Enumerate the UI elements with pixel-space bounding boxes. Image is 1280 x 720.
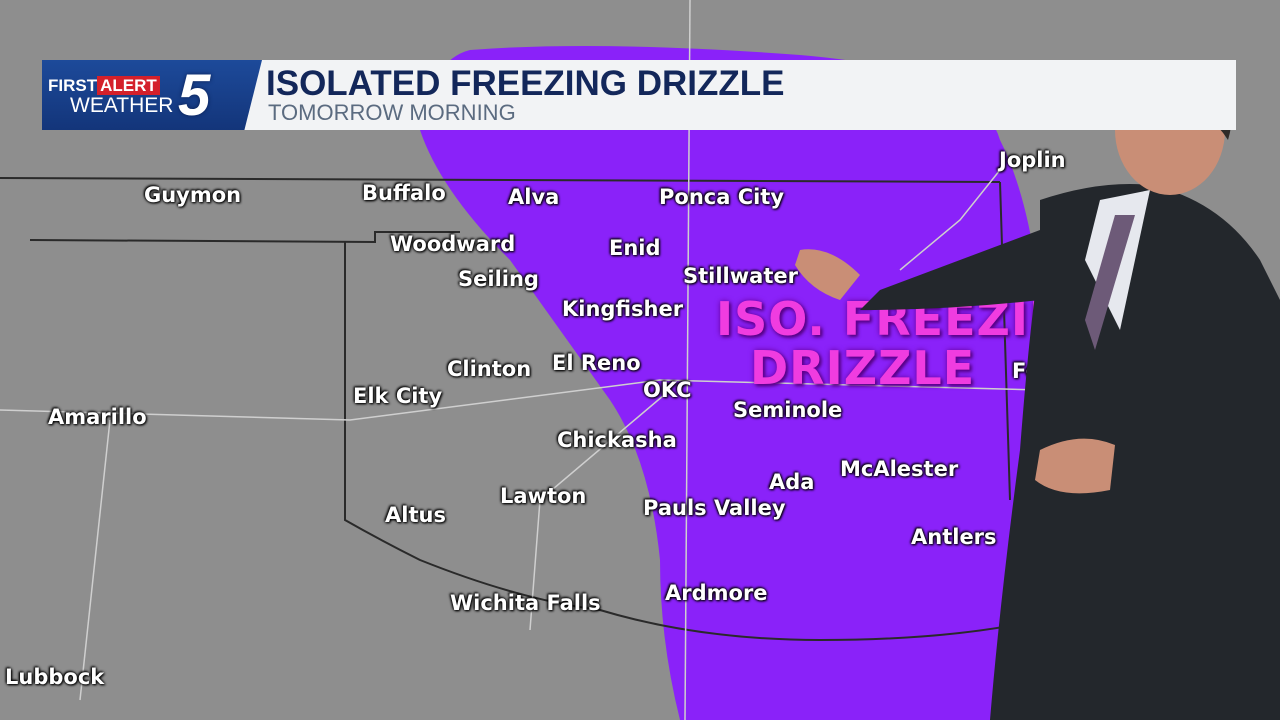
city-label: Lawton: [500, 484, 587, 508]
city-label: Ardmore: [665, 581, 768, 605]
city-label: Joplin: [999, 148, 1066, 172]
station-logo: FIRST ALERT WEATHER 5: [42, 60, 262, 130]
city-label: El Reno: [552, 351, 641, 375]
city-label: Fo: [1012, 359, 1040, 383]
city-label: Amarillo: [48, 405, 147, 429]
overlay-label-line1: ISO. FREEZING: [716, 292, 1108, 346]
city-label: Enid: [609, 236, 661, 260]
city-label: McAlester: [840, 457, 959, 481]
city-label: Alva: [508, 185, 560, 209]
logo-alert: ALERT: [97, 76, 160, 95]
city-label: Ponca City: [659, 185, 785, 209]
city-label: Seiling: [458, 267, 539, 291]
headline-banner: FIRST ALERT WEATHER 5 ISOLATED FREEZING D…: [42, 60, 1236, 130]
logo-first: FIRST: [48, 76, 98, 95]
city-label: Pauls Valley: [643, 496, 786, 520]
city-label: Woodward: [390, 232, 516, 256]
city-label: Altus: [385, 503, 446, 527]
city-label: Lubbock: [5, 665, 105, 689]
city-label: Clinton: [447, 357, 532, 381]
city-label: Ada: [769, 470, 815, 494]
city-label: Kingfisher: [562, 297, 684, 321]
headline-title: ISOLATED FREEZING DRIZZLE: [266, 64, 785, 103]
headline-subtitle: TOMORROW MORNING: [268, 100, 516, 125]
overlay-label-line2: DRIZZLE: [750, 341, 976, 395]
city-label: Chickasha: [557, 428, 677, 452]
city-label: Seminole: [733, 398, 843, 422]
city-label: Stillwater: [683, 264, 798, 288]
logo-channel: 5: [178, 63, 211, 128]
city-label: Buffalo: [362, 181, 446, 205]
city-label: Elk City: [353, 384, 443, 408]
city-label: OKC: [643, 378, 692, 402]
logo-weather: WEATHER: [70, 94, 174, 117]
city-label: Guymon: [144, 183, 242, 207]
city-label: Antlers: [911, 525, 997, 549]
city-label: Wichita Falls: [450, 591, 601, 615]
